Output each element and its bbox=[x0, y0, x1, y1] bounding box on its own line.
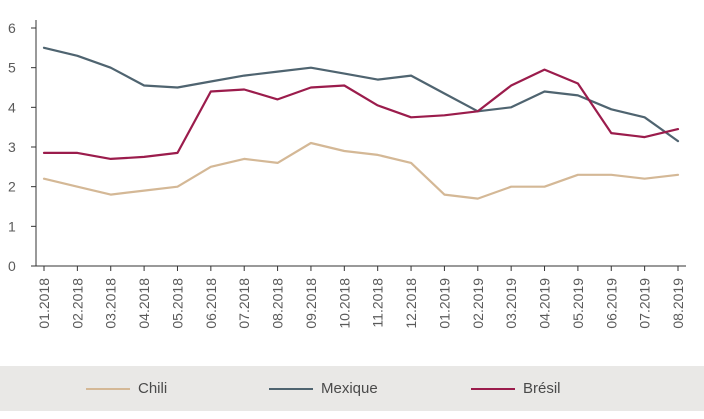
y-tick-label: 2 bbox=[8, 179, 16, 195]
legend-item-chili: Chili bbox=[86, 366, 167, 411]
x-tick-label: 01.2018 bbox=[36, 278, 52, 329]
legend-label-mexique: Mexique bbox=[321, 380, 378, 397]
x-tick-label: 11.2018 bbox=[370, 278, 386, 328]
y-axis-ticks: 0 1 2 3 4 5 6 bbox=[8, 20, 36, 274]
x-tick-label: 03.2018 bbox=[103, 278, 119, 329]
x-tick-label: 04.2019 bbox=[537, 278, 553, 329]
y-tick-label: 0 bbox=[8, 258, 16, 274]
y-tick-label: 3 bbox=[8, 139, 16, 155]
x-tick-label: 06.2019 bbox=[603, 278, 619, 329]
series-line-chili bbox=[42, 141, 680, 200]
y-tick-label: 5 bbox=[8, 60, 16, 76]
legend-swatch-bresil bbox=[471, 387, 515, 390]
x-tick-label: 04.2018 bbox=[136, 278, 152, 329]
series-line-mexique bbox=[42, 46, 680, 143]
x-tick-label: 12.2018 bbox=[403, 278, 419, 329]
x-tick-label: 03.2019 bbox=[503, 278, 519, 329]
legend-swatch-mexique bbox=[269, 387, 313, 390]
legend-label-bresil: Brésil bbox=[523, 380, 561, 397]
line-chart: 0 1 2 3 4 5 6 01.2018 02.2018 03.2018 04.2018 05.2… bbox=[8, 20, 686, 329]
x-tick-label: 07.2018 bbox=[236, 278, 252, 329]
y-tick-label: 4 bbox=[8, 99, 16, 115]
y-tick-label: 1 bbox=[8, 218, 16, 234]
x-tick-label: 05.2019 bbox=[570, 278, 586, 329]
x-tick-label: 01.2019 bbox=[436, 278, 452, 329]
x-tick-label: 07.2019 bbox=[637, 278, 653, 329]
y-tick-label: 6 bbox=[8, 20, 16, 36]
x-tick-label: 10.2018 bbox=[336, 278, 352, 329]
x-tick-label: 08.2019 bbox=[670, 278, 686, 329]
x-tick-label: 02.2018 bbox=[69, 278, 85, 329]
x-tick-label: 02.2019 bbox=[470, 278, 486, 329]
series-line-bresil bbox=[42, 68, 680, 160]
legend: Chili Mexique Brésil bbox=[0, 366, 704, 411]
legend-swatch-chili bbox=[86, 387, 130, 390]
series-lines bbox=[42, 46, 680, 200]
legend-item-mexique: Mexique bbox=[269, 366, 378, 411]
legend-item-bresil: Brésil bbox=[471, 366, 561, 411]
x-tick-label: 09.2018 bbox=[303, 278, 319, 329]
legend-label-chili: Chili bbox=[138, 380, 168, 397]
x-axis-ticks: 01.2018 02.2018 03.2018 04.2018 05.2018 06.20… bbox=[36, 266, 686, 329]
x-tick-label: 06.2018 bbox=[203, 278, 219, 329]
x-tick-label: 05.2018 bbox=[169, 278, 185, 329]
x-tick-label: 08.2018 bbox=[270, 278, 286, 329]
